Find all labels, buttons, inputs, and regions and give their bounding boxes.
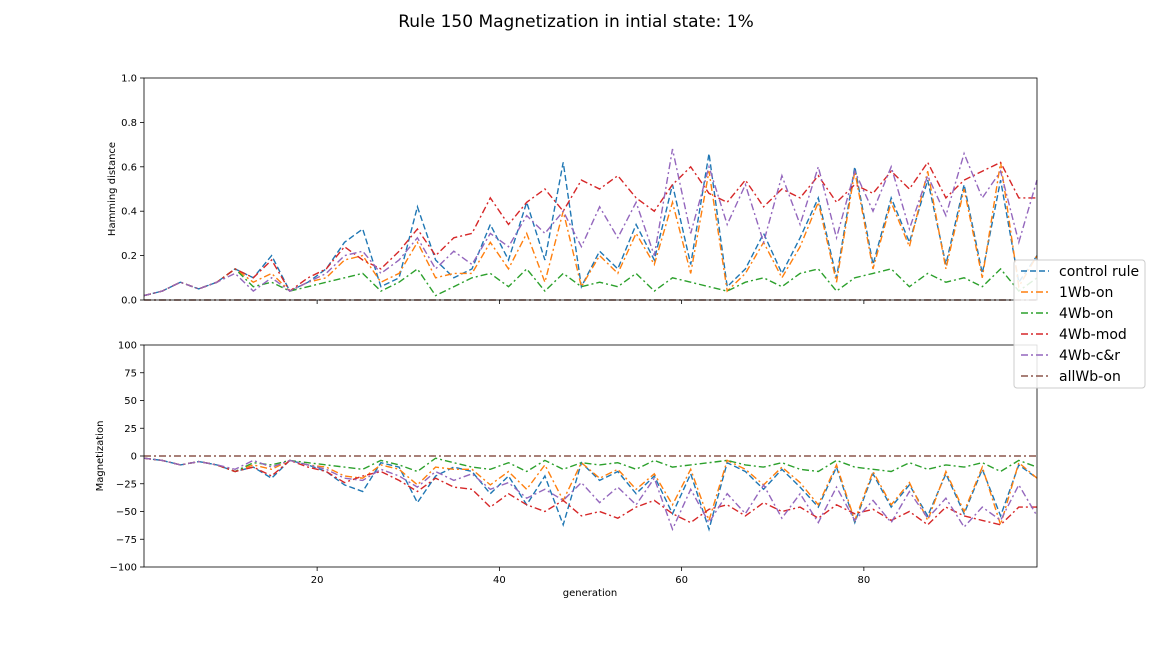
magnetization-y-label: Magnetization [95, 421, 106, 492]
legend-label-4wb-on: 4Wb-on [1059, 306, 1113, 322]
hamming-ytick-label: 0.4 [121, 207, 137, 218]
legend-label-4wb-candr: 4Wb-c&r [1059, 348, 1120, 364]
legend-label-control-rule: control rule [1059, 264, 1139, 280]
magnetization-ytick-label: 25 [124, 424, 137, 435]
magnetization-ytick-label: −50 [116, 507, 137, 518]
xtick-label: 20 [311, 575, 324, 586]
hamming-series-1wb-on [143, 162, 1038, 297]
magnetization-ytick-label: 50 [124, 396, 137, 407]
magnetization-y-ticks: −100 −75 −50 −25 0 25 50 75 100 [110, 341, 144, 574]
xtick-label: 80 [858, 575, 871, 586]
hamming-series-4wb-candr [143, 148, 1038, 297]
hamming-x-ticks [316, 300, 865, 304]
magnetization-series-control-rule [143, 457, 1038, 532]
hamming-series-4wb-mod [143, 161, 1037, 297]
magnetization-ytick-label: −25 [116, 479, 137, 490]
hamming-distance-panel: 0.0 0.2 0.4 0.6 0.8 1.0 Hamming distance [107, 74, 1038, 307]
magnetization-series-group [143, 455, 1038, 532]
magnetization-panel: −100 −75 −50 −25 0 25 50 75 100 20 40 60 80 Magneti… [95, 341, 1038, 599]
magnetization-series-4wb-candr [143, 457, 1038, 532]
magnetization-series-1wb-on [143, 457, 1038, 528]
legend-label-1wb-on: 1Wb-on [1059, 285, 1113, 301]
hamming-series-group [143, 148, 1038, 301]
hamming-ytick-label: 1.0 [121, 74, 137, 85]
hamming-ytick-label: 0.0 [121, 296, 137, 307]
magnetization-ytick-label: −100 [110, 563, 137, 574]
magnetization-ytick-label: −75 [116, 535, 137, 546]
legend: control rule 1Wb-on 4Wb-on 4Wb-mod 4Wb-c&r al… [1013, 259, 1146, 389]
chart-title: Rule 150 Magnetization in intial state: … [398, 12, 754, 32]
hamming-ytick-label: 0.6 [121, 162, 137, 173]
hamming-ytick-label: 0.2 [121, 251, 137, 262]
legend-items: control rule 1Wb-on 4Wb-on 4Wb-mod 4Wb-c&r al… [1021, 264, 1139, 385]
hamming-ytick-label: 0.8 [121, 118, 137, 129]
xtick-label: 60 [675, 575, 688, 586]
hamming-axes-frame [143, 77, 1038, 301]
hamming-series-control-rule [143, 153, 1038, 297]
x-axis-label: generation [563, 588, 617, 599]
legend-label-4wb-mod: 4Wb-mod [1059, 327, 1127, 343]
magnetization-series-4wb-mod [143, 457, 1037, 526]
magnetization-ytick-label: 75 [124, 368, 137, 379]
xtick-label: 40 [493, 575, 506, 586]
hamming-y-label: Hamming distance [107, 142, 118, 236]
magnetization-ytick-label: 0 [131, 452, 137, 463]
magnetization-ytick-label: 100 [118, 341, 137, 352]
magnetization-x-ticks: 20 40 60 80 [311, 567, 870, 586]
hamming-y-ticks: 0.0 0.2 0.4 0.6 0.8 1.0 [121, 74, 144, 307]
legend-label-allwb-on: allWb-on [1059, 369, 1121, 385]
